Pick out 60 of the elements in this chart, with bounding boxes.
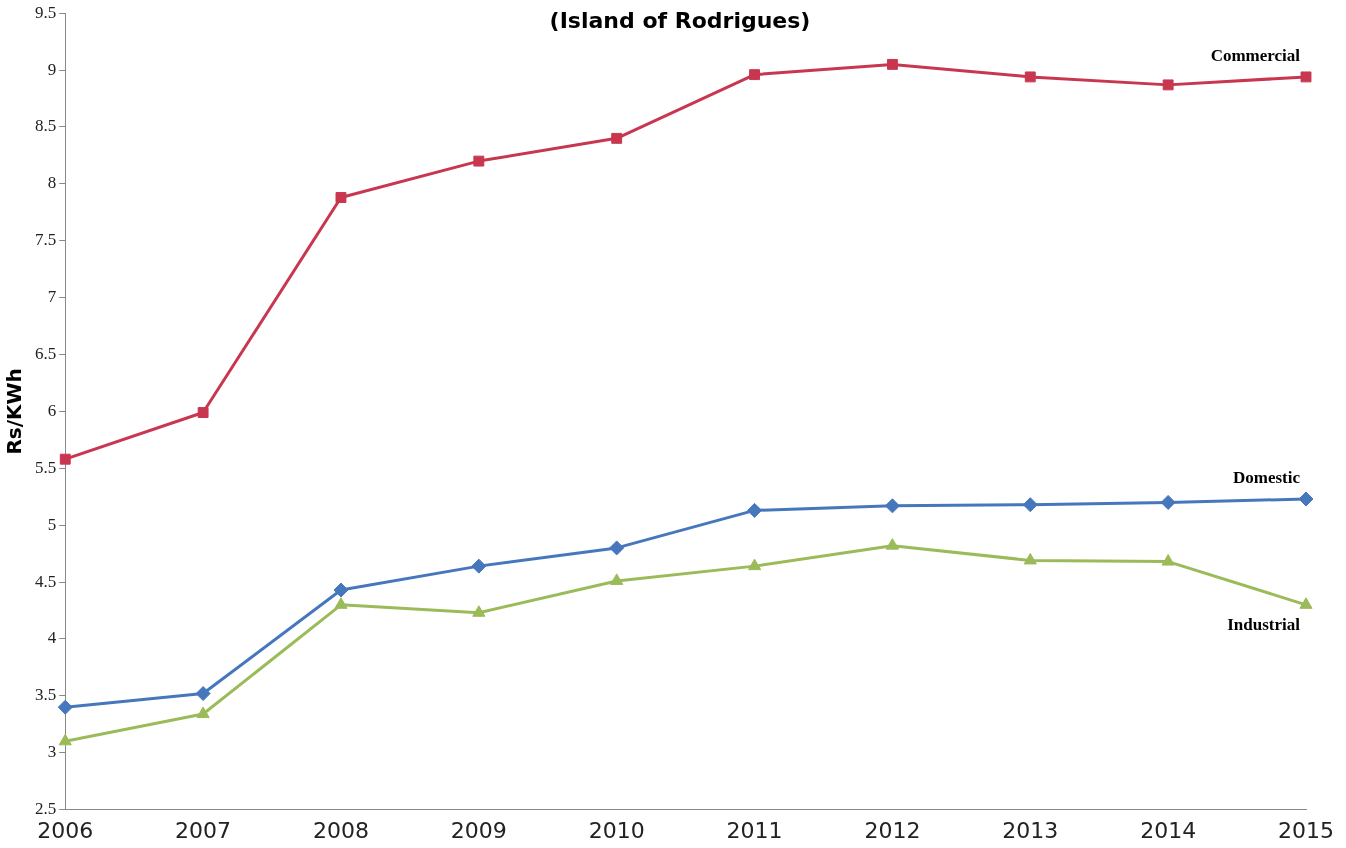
- chart-title: (Island of Rodrigues): [549, 7, 811, 33]
- point: [335, 192, 347, 203]
- y-tick-label: 5.5: [35, 457, 57, 477]
- y-tick-label: 7: [47, 287, 57, 307]
- x-tick-label: 2007: [175, 817, 232, 843]
- y-tick-label: 8.5: [35, 116, 57, 136]
- point: [610, 573, 624, 585]
- point: [1300, 71, 1312, 83]
- point: [1162, 79, 1174, 91]
- y-tick-label: 7.5: [35, 230, 57, 250]
- x-tick-label: 2014: [1140, 817, 1197, 843]
- y-tick-label: 4.5: [35, 571, 57, 591]
- x-tick-label: 2013: [1002, 817, 1059, 843]
- x-tick-label: 2008: [312, 817, 369, 843]
- y-axis-title: Rs/KWh: [2, 368, 27, 455]
- point: [471, 558, 487, 574]
- point: [1161, 554, 1175, 566]
- x-tick-label: 2012: [864, 817, 921, 843]
- point: [886, 58, 898, 70]
- series-label: Industrial: [1227, 614, 1301, 634]
- x-tick-label: 2009: [450, 817, 507, 843]
- point: [473, 155, 485, 167]
- y-tick-label: 9: [47, 59, 57, 79]
- y-tick-label: 2.5: [35, 799, 57, 819]
- point: [59, 453, 71, 465]
- point: [57, 699, 73, 715]
- point: [1160, 494, 1176, 510]
- point: [58, 733, 72, 746]
- point: [1023, 552, 1037, 565]
- point: [747, 502, 763, 518]
- y-tick-label: 4: [47, 628, 57, 648]
- x-tick-label: 2015: [1278, 817, 1334, 843]
- point: [334, 597, 348, 609]
- y-tick-label: 5: [47, 514, 57, 534]
- point: [333, 582, 349, 598]
- y-tick-label: 3: [47, 742, 57, 762]
- point: [1298, 491, 1314, 507]
- point: [749, 69, 761, 81]
- point: [611, 132, 623, 144]
- y-tick-label: 6.5: [35, 343, 57, 363]
- y-tick-label: 6: [47, 400, 57, 420]
- point: [197, 407, 209, 418]
- x-tick-label: 2006: [37, 817, 94, 843]
- point: [1299, 597, 1313, 609]
- point: [1024, 71, 1036, 83]
- point: [884, 498, 900, 514]
- point: [609, 540, 625, 556]
- point: [885, 538, 899, 550]
- point: [747, 558, 762, 571]
- point: [1022, 497, 1038, 513]
- series-label: Commercial: [1210, 45, 1301, 65]
- x-tick-label: 2011: [726, 817, 783, 843]
- y-tick-label: 3.5: [35, 685, 57, 705]
- y-tick-label: 9.5: [35, 2, 57, 22]
- y-tick-label: 8: [47, 173, 57, 193]
- point: [196, 706, 210, 719]
- point: [195, 686, 211, 702]
- x-tick-label: 2010: [588, 817, 645, 843]
- point: [472, 605, 486, 617]
- series-label: Domestic: [1232, 467, 1301, 487]
